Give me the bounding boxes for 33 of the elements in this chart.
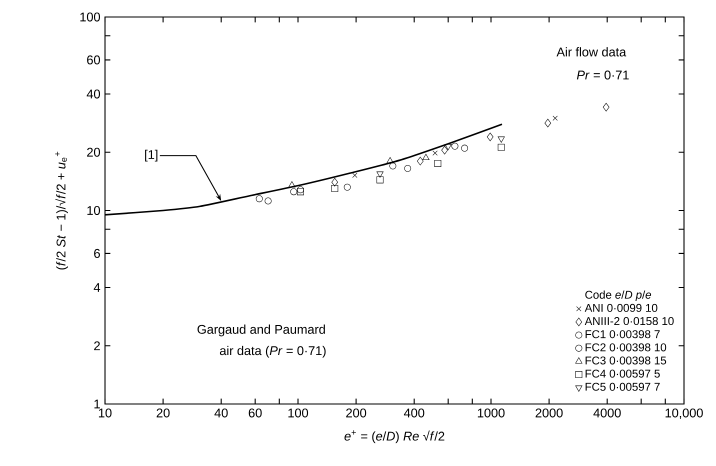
annotation: Gargaud and Paumard — [198, 324, 325, 336]
x-tick-label: 1000 — [478, 408, 505, 418]
annotation: Air flow data — [556, 47, 626, 56]
x-tick-label: 100 — [288, 408, 308, 418]
legend-label: FC4 0·00597 5 — [586, 370, 660, 378]
x-tick-label: 400 — [404, 408, 424, 418]
y-tick-label: 1 — [94, 400, 100, 408]
legend-label: ANIII-2 0·0158 10 — [584, 317, 674, 326]
legend-label: FC2 0·00398 10 — [586, 343, 666, 352]
legend-label: ANI 0·0099 10 — [584, 304, 658, 312]
y-tick-label: 6 — [94, 248, 100, 258]
x-tick-label: 4000 — [593, 408, 621, 418]
text: e$^{+}$ = (e/D) Re √f/2 — [344, 430, 444, 444]
legend-title: Code e/D p/e — [585, 290, 652, 301]
y-tick-label: 2 — [94, 341, 100, 350]
x-tick-label: 60 — [248, 408, 262, 418]
x-tick-label: 2000 — [536, 408, 563, 418]
x-tick-label: 200 — [346, 408, 366, 418]
legend-label: FC5 0·00597 7 — [586, 382, 660, 391]
legend-label: FC1 0·00398 7 — [586, 330, 660, 338]
x-tick-label: 20 — [156, 408, 170, 418]
y-tick-label: 60 — [87, 55, 100, 64]
legend-label: FC3 0·00398 15 — [586, 356, 666, 364]
y-tick-label: 4 — [94, 283, 100, 292]
y-tick-label: 40 — [86, 90, 100, 98]
x-tick-label: 10,000 — [666, 408, 703, 419]
annotation: air data (Pr = 0·71) — [220, 346, 326, 358]
annotation: Pr = 0·71 — [576, 70, 629, 80]
annotation: [1] — [145, 150, 158, 162]
y-tick-label: 100 — [80, 12, 100, 22]
y-tick-label: 10 — [87, 206, 100, 215]
x-tick-label: 40 — [214, 408, 228, 418]
y-tick-label: 20 — [87, 148, 100, 157]
